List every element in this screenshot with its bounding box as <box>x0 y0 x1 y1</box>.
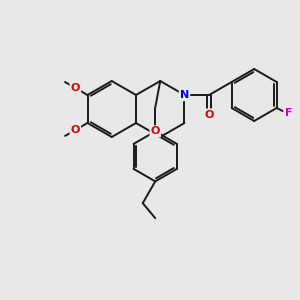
Text: methoxy: methoxy <box>62 135 68 136</box>
Text: O: O <box>204 110 214 120</box>
Text: O: O <box>151 126 160 136</box>
Text: F: F <box>285 108 292 118</box>
Text: N: N <box>180 90 189 100</box>
Text: O: O <box>71 125 80 135</box>
Text: O: O <box>71 83 80 93</box>
